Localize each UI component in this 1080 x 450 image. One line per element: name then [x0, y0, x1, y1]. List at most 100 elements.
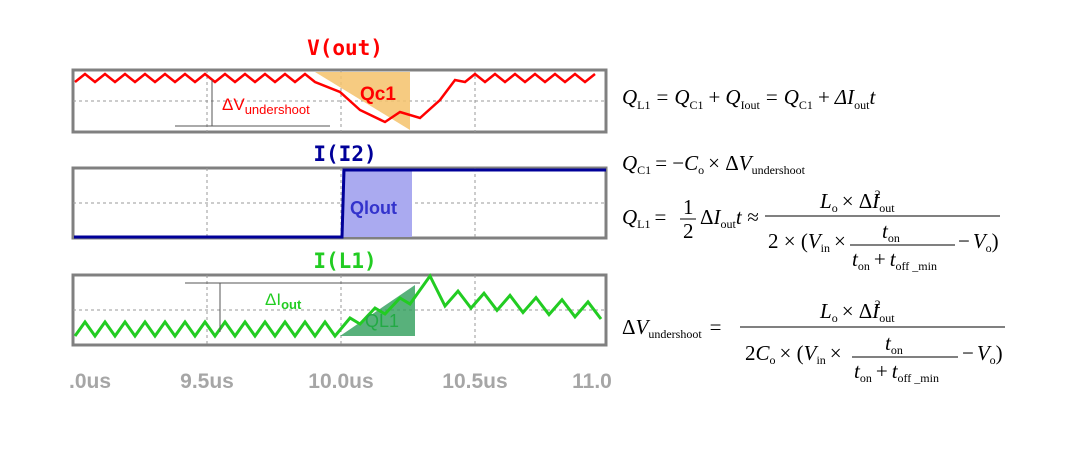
equation-part: t — [869, 85, 876, 109]
equation-part: C1 — [637, 163, 651, 177]
equation-part: + — [818, 85, 830, 109]
equation-part: Q — [674, 85, 689, 109]
equation-part: L1 — [637, 98, 650, 112]
equation-part: o — [770, 353, 776, 367]
qc1-area — [315, 72, 410, 130]
equation-part: out — [281, 297, 302, 312]
equation-part: − — [958, 229, 970, 253]
equation-part: C — [684, 151, 699, 175]
equations: QL1 = QC1 + QIout = QC1 + ΔIoutt QC1 = −Co × ΔVund… — [622, 85, 1005, 385]
equation-part: = — [710, 315, 722, 339]
plot-title: I(L1) — [313, 249, 376, 273]
equation-part: V — [739, 151, 754, 175]
equation-part: ) — [992, 229, 999, 253]
equation-part: 2 × ( — [768, 229, 808, 253]
equation-part: + — [709, 85, 721, 109]
equation-part: L — [819, 299, 832, 323]
equation-part: off _min — [896, 259, 937, 273]
arrows — [175, 80, 420, 332]
shape: ΔVundershoot = — [622, 315, 722, 341]
equation-part: C1 — [690, 98, 704, 112]
equation-part: ΔV — [222, 95, 245, 114]
equation-part: t — [885, 331, 892, 355]
equation-part: × Δ — [708, 151, 739, 175]
equation-part: Q — [784, 85, 799, 109]
shape: − Vo) — [962, 341, 1003, 367]
equation-part: out — [721, 217, 737, 231]
equation: ΔVundershoot = Lo × ΔIout2 2Co × (Vin × ton … — [622, 297, 1005, 385]
equation-part: out — [879, 311, 895, 325]
shape: Lo × ΔIout2 — [819, 297, 895, 325]
label: Qc1 — [360, 84, 396, 105]
equation: QC1 = −Co × ΔVundershoot — [622, 151, 806, 177]
equation-part: out — [854, 98, 870, 112]
equation-part: × Δ — [842, 189, 873, 213]
equation-part: V — [804, 341, 819, 365]
equation-part: t — [852, 247, 859, 271]
equation-part: C1 — [799, 98, 813, 112]
equation-part: V — [636, 315, 651, 339]
equation-part: t — [854, 359, 861, 383]
equation-part: on — [891, 343, 903, 357]
equation-part: × Δ — [842, 299, 873, 323]
grid — [73, 70, 606, 345]
equation-part: Q — [622, 151, 637, 175]
equation-part: Δ — [700, 205, 714, 229]
shape: QL1 = — [622, 205, 666, 231]
equation-part: − — [962, 341, 974, 365]
equation-part: + — [874, 247, 886, 271]
equation-part: × — [834, 229, 846, 253]
equation-part: on — [888, 231, 900, 245]
equation-part: o — [832, 201, 838, 215]
x-tick-label: 10.5us — [442, 370, 507, 393]
equation-part: ) — [996, 341, 1003, 365]
equation-part: on — [860, 371, 872, 385]
x-tick-label: 10.0us — [308, 370, 373, 393]
plots: V(out) I(I2) I(L1) ΔVundershoot Qc1 Qlou… — [69, 36, 612, 393]
equation-part: 2 — [745, 341, 756, 365]
vout-wave — [74, 72, 596, 124]
equation-part: o — [832, 311, 838, 325]
label: QL1 — [365, 311, 399, 331]
equation-part: Q — [622, 85, 637, 109]
equation-part: I — [871, 189, 880, 213]
equation-part: in — [816, 353, 825, 367]
shape: − Vo) — [958, 229, 999, 255]
equation-part: o — [986, 241, 992, 255]
equation-part: = — [655, 205, 667, 229]
il1-wave — [73, 273, 603, 339]
shape: ton — [882, 219, 900, 245]
equation: QL1 = 1 2 ΔIoutt ≈ Lo × ΔIout2 2 × (Vin × t… — [622, 187, 1000, 273]
equation-part: ΔI — [265, 290, 281, 309]
equation-part: t — [882, 219, 889, 243]
equation-part: = − — [655, 151, 684, 175]
x-tick-label: 9.5us — [180, 370, 234, 393]
x-tick-label: 11.0 — [572, 370, 612, 393]
equation-part: Q — [725, 85, 740, 109]
equation-part: L — [819, 189, 832, 213]
equation-part: undershoot — [752, 163, 806, 177]
equation-part: V — [973, 229, 988, 253]
equation: QL1 = QC1 + QIout = QC1 + ΔIoutt — [622, 85, 876, 112]
equation-part: + — [876, 359, 888, 383]
shape: 2 — [683, 219, 694, 243]
label: ΔIout — [265, 290, 302, 312]
equation-part: C — [756, 341, 771, 365]
equation-part: I — [871, 299, 880, 323]
shape: ton — [885, 331, 903, 357]
equation-part: ΔI — [834, 85, 855, 109]
x-tick-label: .0us — [69, 370, 111, 393]
equation-part: Q — [622, 205, 637, 229]
equation-part: o — [990, 353, 996, 367]
shape: 2 × (Vin × — [768, 229, 846, 255]
equation-part: o — [698, 163, 704, 177]
equation-part: undershoot — [245, 102, 310, 117]
equation-part: undershoot — [648, 327, 702, 341]
shape: ΔIoutt ≈ — [700, 205, 759, 231]
i2-wave — [74, 168, 606, 239]
label: ΔVundershoot — [222, 95, 310, 117]
shape: ton + toff _min — [854, 359, 939, 385]
equation-part: in — [821, 241, 830, 255]
shape: Lo × ΔIout2 — [819, 187, 895, 215]
equation-part: I — [713, 205, 722, 229]
